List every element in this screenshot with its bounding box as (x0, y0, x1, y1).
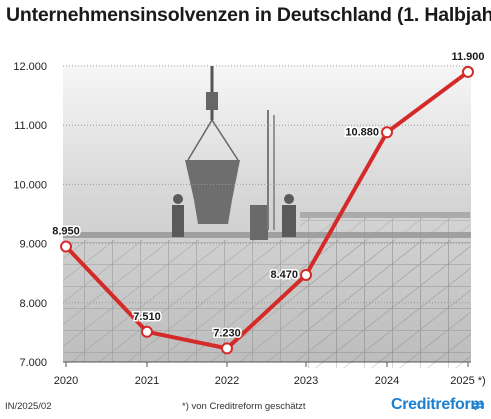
footer-code: IN/2025/02 (5, 401, 52, 412)
x-tick-label: 2023 (294, 375, 318, 387)
data-label: 7.230 (213, 327, 241, 339)
y-tick-label: 10.000 (13, 179, 47, 191)
data-point (221, 342, 233, 355)
y-tick-label: 8.000 (19, 298, 47, 310)
creditreform-logo-icon: ⇌ (472, 397, 485, 414)
footnote: *) von Creditreform geschätzt (182, 401, 306, 412)
data-point (462, 65, 474, 78)
data-point (60, 240, 72, 253)
brand-logo-text: Creditreform (391, 396, 485, 413)
x-tick-label: 2020 (54, 375, 78, 387)
y-tick-label: 12.000 (13, 61, 47, 73)
data-point (381, 126, 393, 139)
y-tick-label: 11.000 (14, 120, 47, 132)
data-point (300, 268, 312, 281)
background-photo (63, 66, 471, 368)
series-line (64, 70, 470, 351)
x-tick-label: 2025 *) (450, 375, 485, 387)
x-tick-label: 2024 (375, 375, 399, 387)
data-label: 8.950 (52, 226, 80, 238)
data-label: 8.470 (270, 269, 298, 281)
y-tick-label: 7.000 (19, 357, 47, 369)
data-label: 10.880 (345, 126, 379, 138)
x-tick-label: 2021 (135, 375, 159, 387)
chart-title: Unternehmensinsolvenzen in Deutschland (… (6, 4, 491, 26)
data-label: 11.900 (451, 51, 484, 63)
x-tick-label: 2022 (215, 375, 239, 387)
data-point (141, 325, 153, 338)
data-label: 7.510 (133, 311, 161, 323)
y-tick-label: 9.000 (19, 239, 47, 251)
